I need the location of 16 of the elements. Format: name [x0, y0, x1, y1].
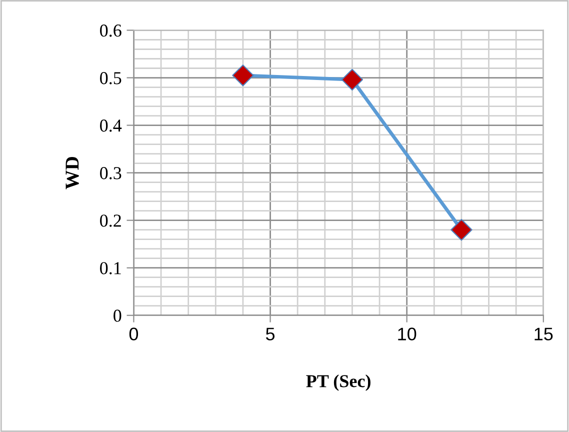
- y-tick-label: 0.4: [100, 120, 122, 132]
- y-tick-label: 0.5: [100, 72, 122, 84]
- x-tick-label: 10: [398, 328, 416, 340]
- y-axis-title: WD: [66, 157, 79, 190]
- y-tick-label: 0.3: [100, 167, 122, 180]
- x-axis-title: PT (Sec): [306, 374, 370, 391]
- y-tick-label: 0.2: [100, 214, 121, 227]
- y-tick-label: 0.6: [100, 24, 122, 37]
- point: [450, 218, 472, 241]
- y-tick-label: 0: [114, 310, 122, 322]
- x-tick-label: 5: [266, 328, 275, 340]
- point: [232, 64, 254, 86]
- x-tick-label: 15: [534, 328, 553, 340]
- x-tick-label: 0: [129, 328, 138, 340]
- point: [341, 68, 364, 91]
- y-tick-label: 0.1: [100, 262, 121, 274]
